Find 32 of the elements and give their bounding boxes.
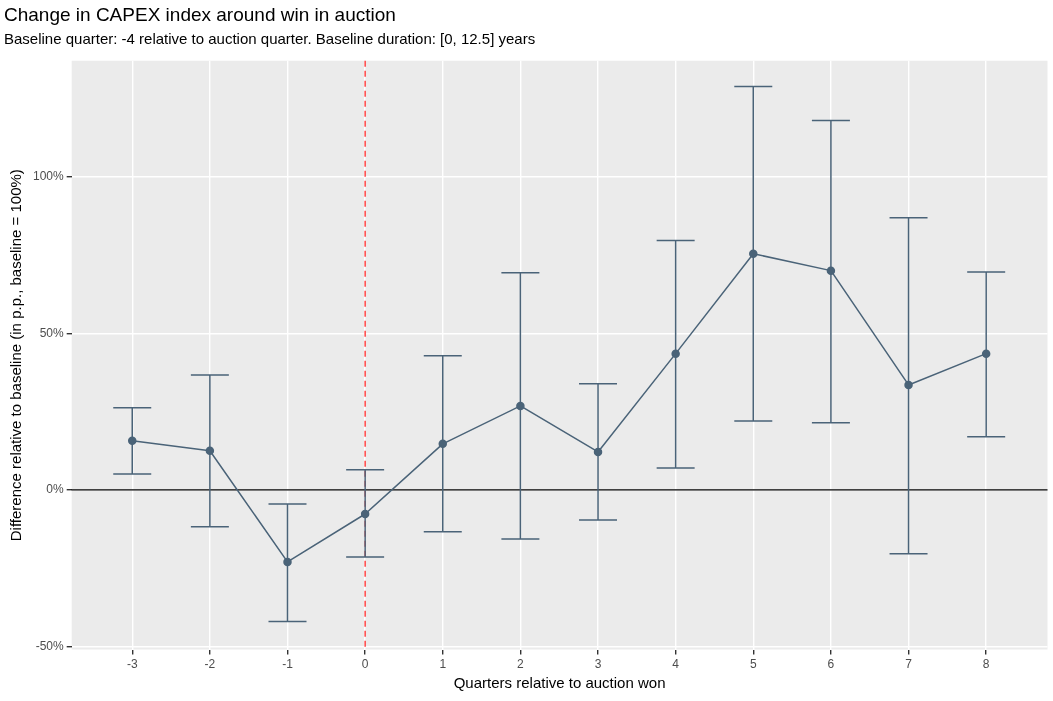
x-tick-label: 7: [905, 657, 913, 672]
point: [593, 447, 603, 457]
y-tick-label: 50%: [39, 325, 65, 340]
point: [749, 249, 758, 258]
point: [516, 401, 525, 411]
x-tick-label: 0: [361, 657, 369, 672]
point: [283, 557, 292, 567]
y-tick-label: 0%: [46, 482, 65, 497]
point: [904, 380, 913, 390]
point: [438, 439, 448, 449]
chart-subtitle: Baseline quarter: -4 relative to auction quarter. Baseline duration: [0, 12.5] years: [4, 29, 536, 47]
chart-title: Change in CAPEX index around win in auction: [4, 3, 396, 25]
point: [127, 436, 137, 445]
x-tick-label: 4: [672, 657, 680, 672]
point: [981, 349, 991, 358]
y-tick-label: 100%: [32, 168, 65, 183]
point: [671, 349, 680, 358]
x-tick-label: -3: [126, 657, 138, 672]
point: [826, 266, 836, 275]
x-tick-label: 2: [517, 657, 525, 672]
x-tick-label: 3: [594, 657, 602, 672]
y-axis-title: Difference relative to baseline (in p.p., baseline = 100%): [7, 169, 25, 542]
x-tick-label: -1: [282, 657, 294, 672]
x-tick-label: -2: [204, 657, 216, 672]
x-tick-label: 1: [439, 657, 447, 672]
x-tick-label: 5: [749, 657, 757, 672]
x-axis-title: Quarters relative to auction won: [453, 674, 666, 692]
y-tick-label: -50%: [35, 638, 65, 653]
x-tick-label: 6: [827, 657, 835, 672]
point: [360, 509, 370, 519]
point: [205, 446, 215, 455]
x-tick-label: 8: [982, 657, 990, 672]
